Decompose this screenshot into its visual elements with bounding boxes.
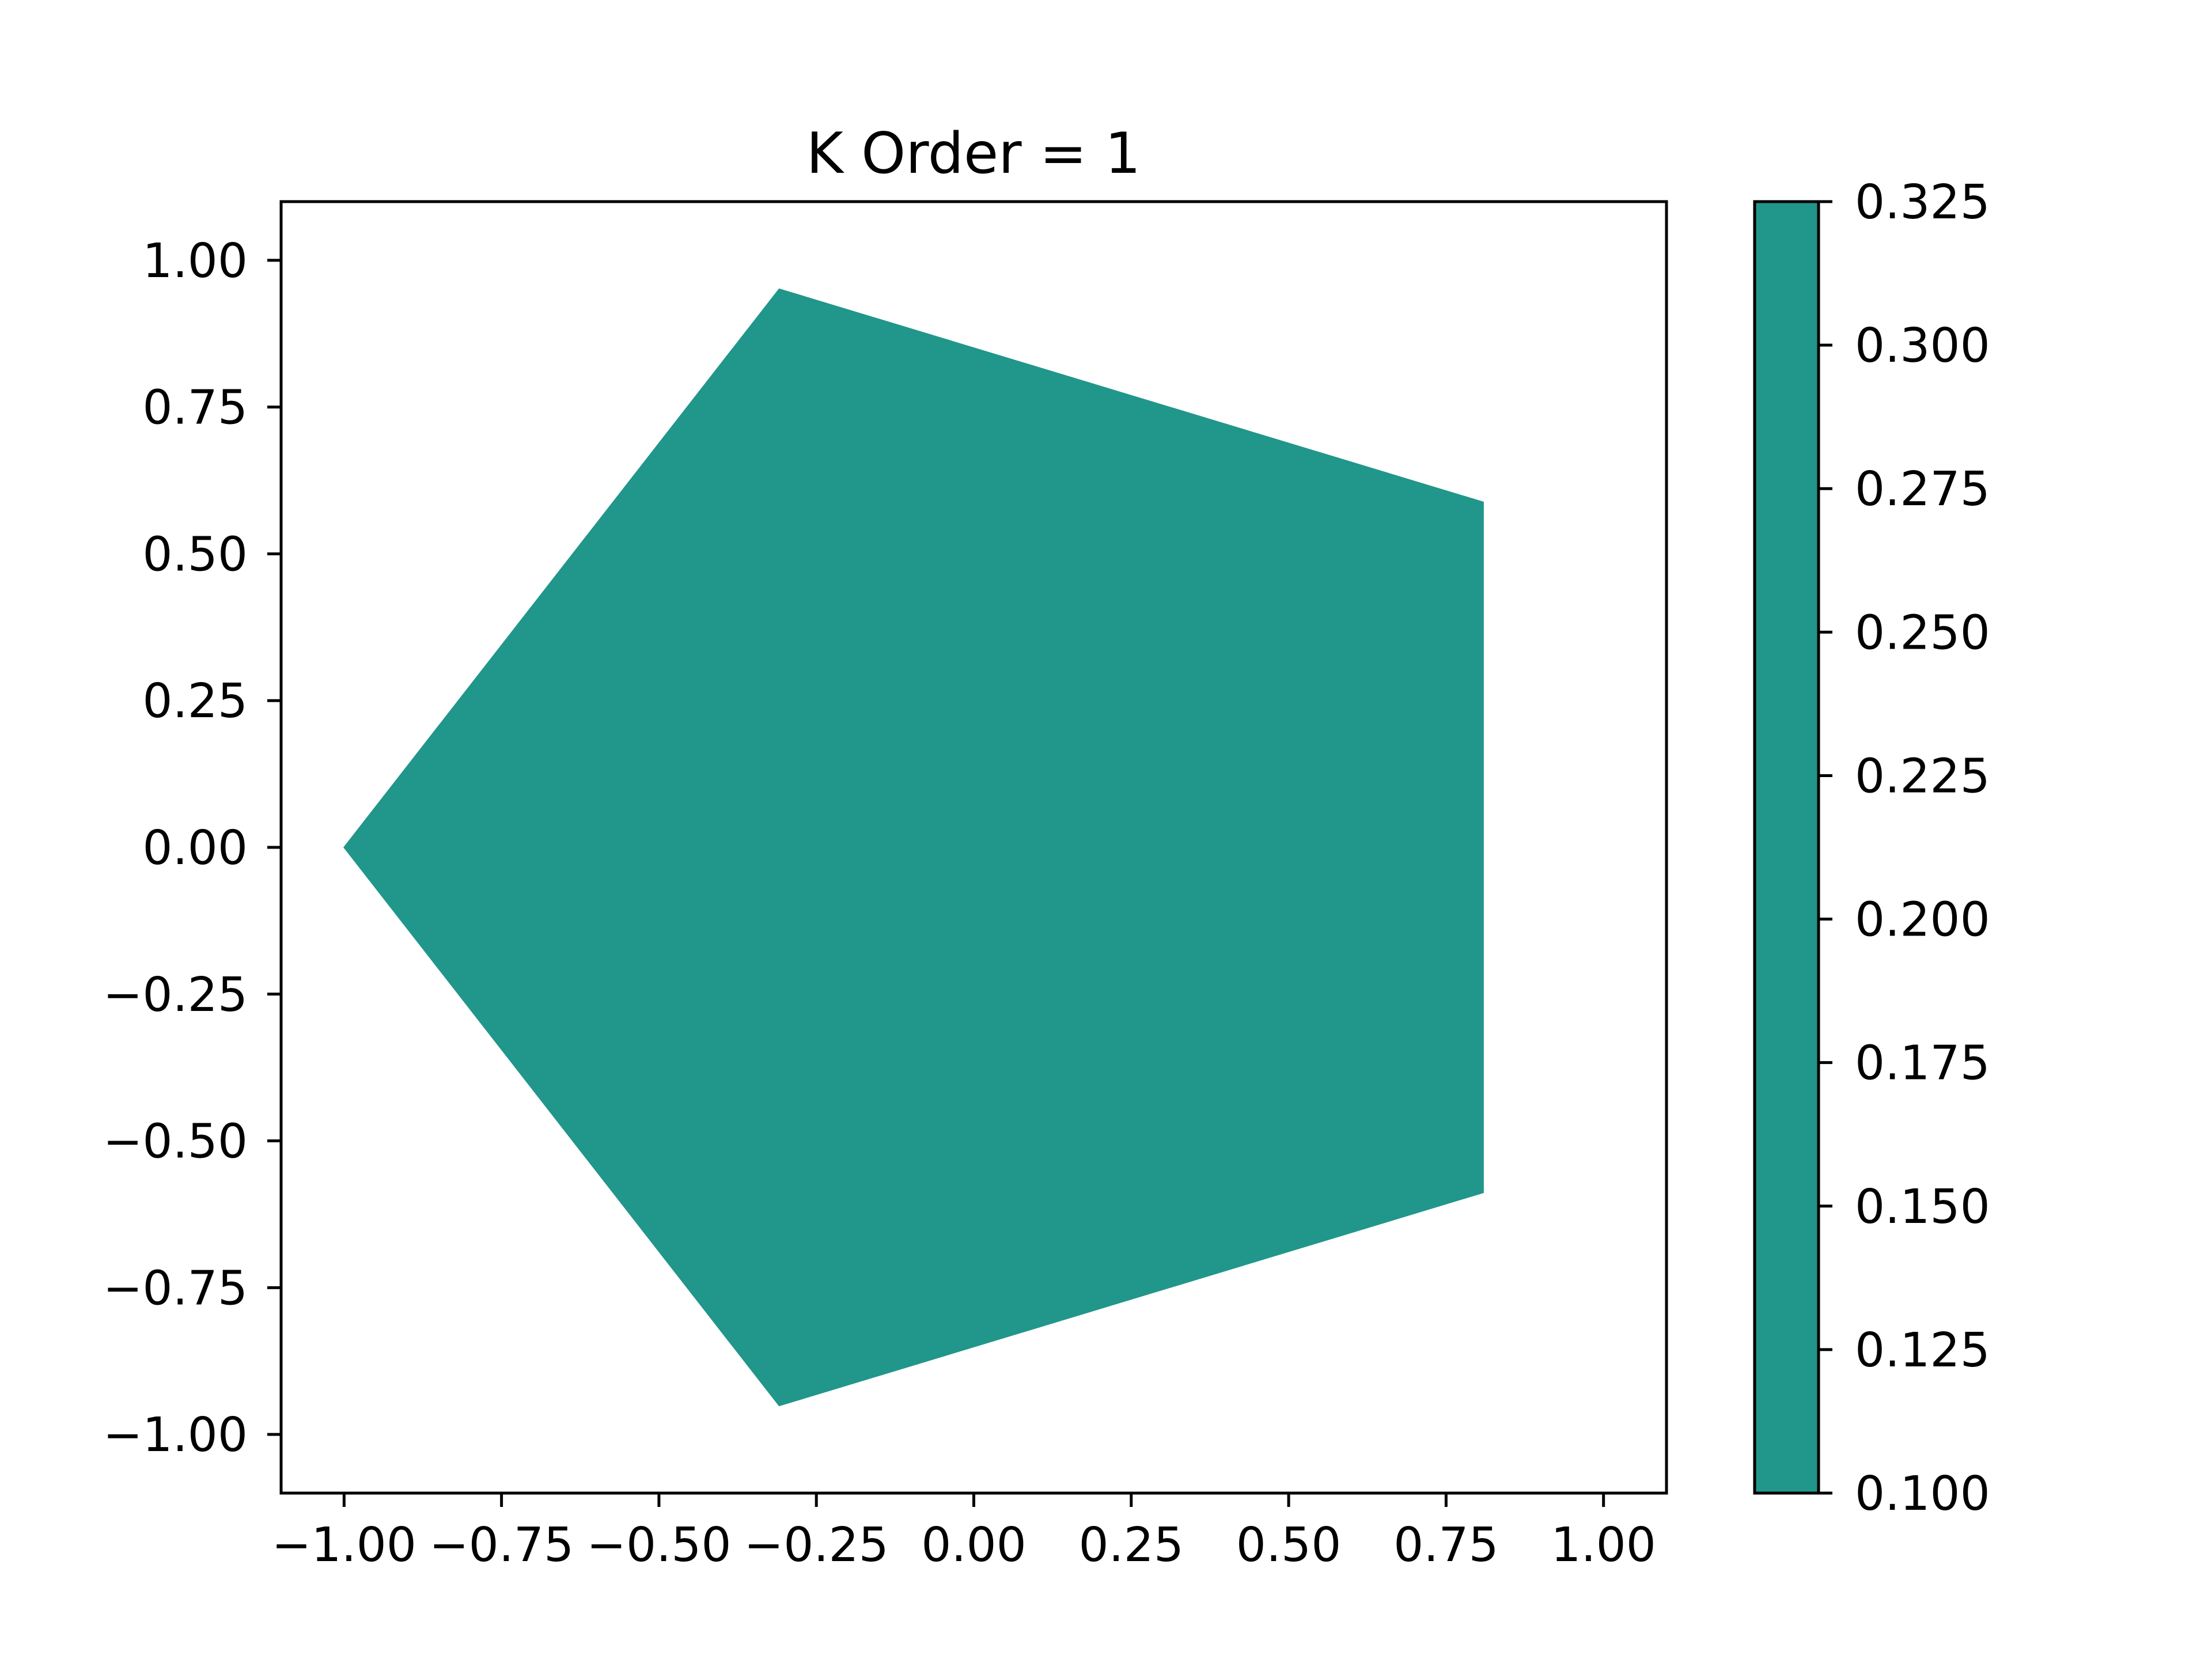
- colorbar-tick-label: 0.325: [1855, 175, 1990, 230]
- colorbar-tick-label: 0.200: [1855, 893, 1990, 948]
- pentagon-region: [343, 288, 1484, 1407]
- colorbar: 0.100 0.125 0.150 0.175 0.200 0.225 0.250 0.275…: [1753, 175, 1990, 1521]
- x-tick-label: 0.00: [921, 1518, 1027, 1573]
- colorbar-tick-label: 0.250: [1855, 605, 1990, 660]
- plot-area: [279, 200, 1668, 1495]
- colorbar-tick-label: 0.225: [1855, 749, 1990, 804]
- colorbar-frame: [1753, 200, 1820, 1495]
- y-tick-label: −1.00: [103, 1408, 248, 1463]
- y-axis: 1.00 0.75 0.50 0.25 0.00 −0.25 −0.50 −0.75 −1.00: [103, 234, 281, 1463]
- y-tick-label: 0.25: [142, 674, 248, 729]
- x-tick-label: 0.25: [1079, 1518, 1184, 1573]
- colorbar-tick-label: 0.175: [1855, 1036, 1990, 1091]
- x-tick-label: 0.50: [1236, 1518, 1342, 1573]
- y-tick-label: −0.25: [103, 968, 248, 1022]
- colorbar-fill: [1755, 202, 1819, 1493]
- x-tick-label: 1.00: [1551, 1518, 1656, 1573]
- colorbar-tick-label: 0.125: [1855, 1323, 1990, 1378]
- y-tick-label: 0.00: [142, 821, 248, 876]
- colorbar-tick-label: 0.300: [1855, 319, 1990, 373]
- colorbar-tick-label: 0.275: [1855, 462, 1990, 517]
- x-tick-label: −0.25: [744, 1518, 889, 1573]
- x-tick-label: −0.50: [586, 1518, 731, 1573]
- y-tick-label: 0.75: [142, 381, 248, 435]
- chart-title: K Order = 1: [806, 121, 1141, 187]
- colorbar-tick-label: 0.100: [1855, 1467, 1990, 1521]
- x-tick-label: −1.00: [272, 1518, 416, 1573]
- colorbar-ticks: 0.100 0.125 0.150 0.175 0.200 0.225 0.250 0.275…: [1819, 175, 1990, 1521]
- x-axis: −1.00 −0.75 −0.50 −0.25 0.00 0.25 0.50 0.75 1.00: [272, 1493, 1656, 1573]
- colorbar-tick-label: 0.150: [1855, 1180, 1990, 1234]
- x-tick-label: 0.75: [1393, 1518, 1499, 1573]
- y-tick-label: 1.00: [142, 234, 248, 289]
- y-tick-label: −0.75: [103, 1261, 248, 1316]
- y-tick-label: −0.50: [103, 1115, 248, 1169]
- y-tick-label: 0.50: [142, 527, 248, 582]
- x-tick-label: −0.75: [429, 1518, 574, 1573]
